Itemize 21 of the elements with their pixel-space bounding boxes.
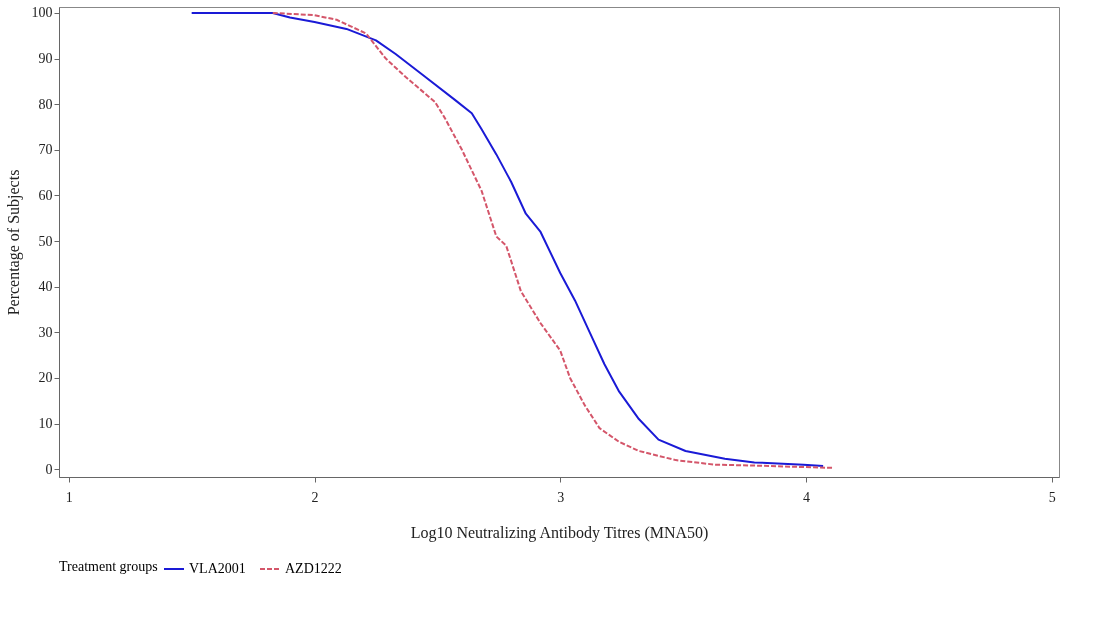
y-tick-label: 20 [38, 370, 53, 386]
y-tick-label: 80 [38, 96, 53, 112]
x-tick-label: 3 [557, 489, 565, 505]
legend-title: Treatment groups [59, 559, 158, 574]
x-axis-title: Log10 Neutralizing Antibody Titres (MNA50) [410, 523, 709, 542]
y-tick-label: 0 [45, 461, 53, 477]
legend-label: AZD1222 [285, 561, 342, 576]
y-tick-label: 30 [38, 324, 53, 340]
y-tick-label: 90 [38, 51, 53, 67]
y-tick-label: 100 [31, 5, 53, 21]
x-tick-label: 5 [1048, 489, 1056, 505]
y-tick-label: 70 [38, 142, 53, 158]
x-tick-label: 4 [802, 489, 810, 505]
legend-label: VLA2001 [189, 561, 246, 576]
y-tick-label: 40 [38, 279, 53, 295]
x-tick-label: 2 [311, 489, 319, 505]
x-tick-label: 1 [65, 489, 73, 505]
y-axis-title: Percentage of Subjects [4, 169, 23, 316]
y-tick-label: 60 [38, 187, 53, 203]
y-tick-label: 50 [38, 233, 53, 249]
y-tick-label: 10 [38, 416, 53, 432]
